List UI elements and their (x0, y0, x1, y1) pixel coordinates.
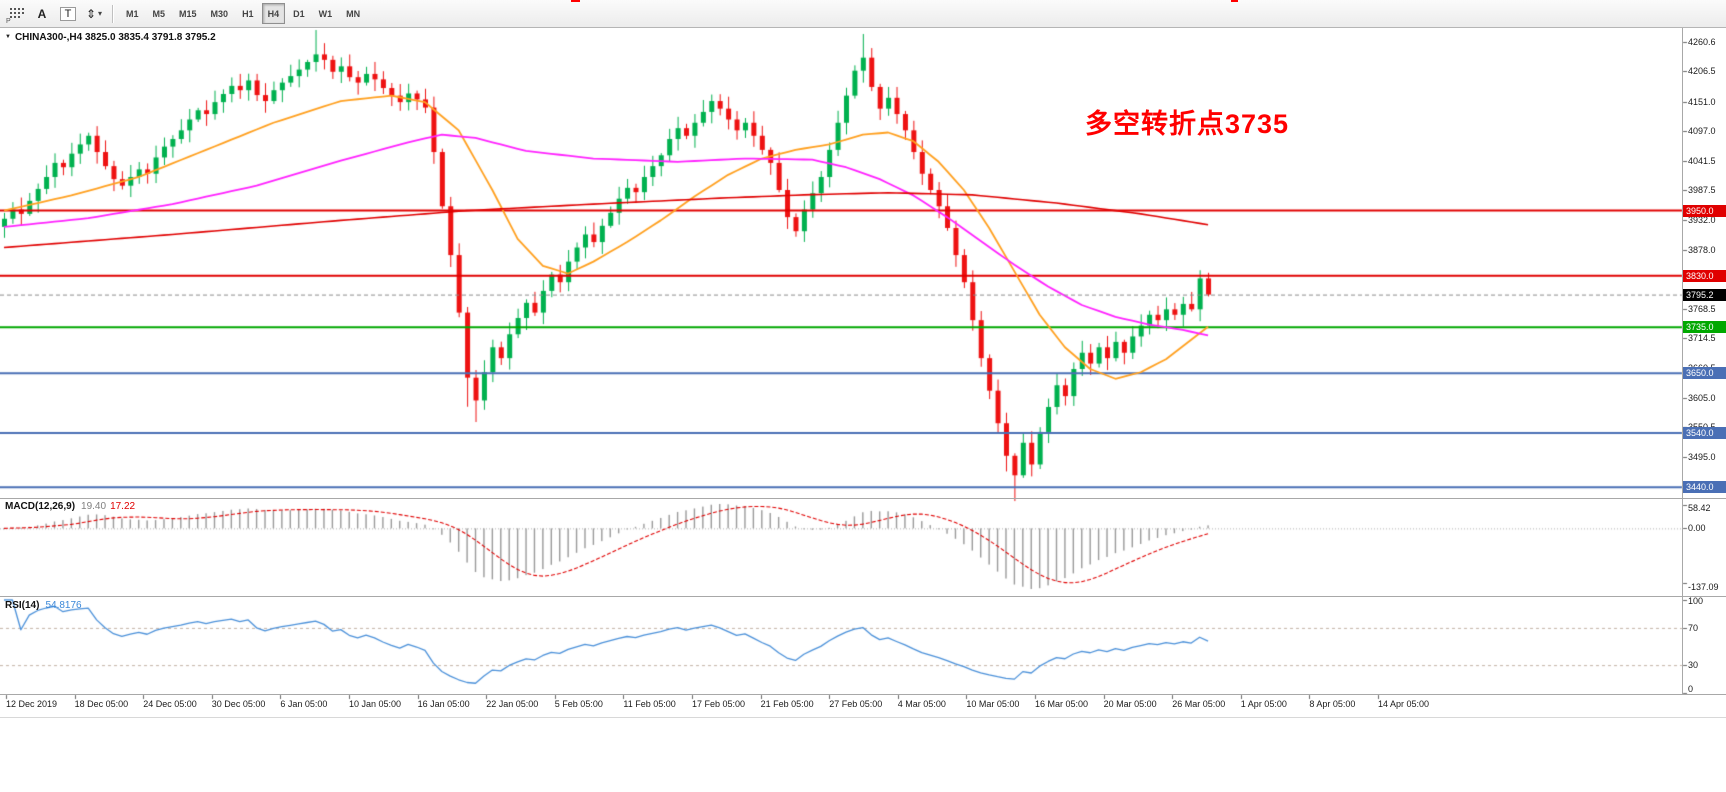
updown-arrows-icon: ⇕ (85, 6, 97, 21)
annotation-text[interactable]: 多空转折点3735 (1085, 109, 1290, 139)
ohlc-text: CHINA300-,H4 3825.0 3835.4 3791.8 3795.2 (14, 32, 216, 43)
time-axis-separator (0, 694, 1726, 695)
time-axis[interactable] (0, 695, 1683, 717)
panel-separator-rsi[interactable] (0, 596, 1726, 597)
dots-grid-icon (9, 8, 24, 18)
macd-name: MACD(12,26,9) (5, 501, 76, 512)
font-tool-button[interactable]: A (30, 2, 54, 26)
macd-value-signal: 17.22 (110, 501, 136, 512)
toolbar-separator (112, 4, 114, 23)
text-tool-label: T (59, 6, 77, 21)
timeframe-mn[interactable]: MN (346, 8, 361, 19)
price-axis-border (1682, 28, 1683, 695)
expand-triangle-icon[interactable]: ▼ (5, 34, 11, 40)
scale-tool-button[interactable]: ⇕ ▾ (82, 2, 106, 26)
patterns-sub-label: P (6, 17, 11, 25)
dropdown-caret-icon: ▾ (98, 9, 103, 18)
timeframe-w1[interactable]: W1 (318, 8, 333, 19)
timeframe-h1[interactable]: H1 (242, 8, 254, 19)
window-artifact (571, 0, 580, 2)
rsi-label: RSI(14) 54.8176 (5, 600, 82, 611)
chart-canvas[interactable] (0, 0, 1726, 720)
ohlc-readout: ▼ CHINA300-,H4 3825.0 3835.4 3791.8 3795.… (5, 32, 216, 43)
price-axis[interactable] (1683, 28, 1726, 695)
window-artifact (1231, 0, 1238, 2)
rsi-name: RSI(14) (5, 600, 40, 611)
timeframe-h4[interactable]: H4 (261, 3, 286, 24)
rsi-value: 54.8176 (45, 600, 82, 611)
patterns-button[interactable]: P (4, 2, 28, 26)
text-tool-button[interactable]: T (56, 2, 80, 26)
timeframe-m5[interactable]: M5 (152, 8, 166, 19)
timeframe-buttons: M1 M5 M15 M30 H1 H4 D1 W1 MN (119, 3, 367, 24)
timeframe-m30[interactable]: M30 (210, 8, 229, 19)
timeframe-m15[interactable]: M15 (179, 8, 197, 19)
timeframe-m1[interactable]: M1 (126, 8, 139, 19)
bottom-edge (0, 717, 1726, 718)
timeframe-d1[interactable]: D1 (293, 8, 305, 19)
panel-separator-macd[interactable] (0, 498, 1726, 499)
macd-value-main: 19.40 (81, 501, 107, 512)
macd-label: MACD(12,26,9) 19.40 17.22 (5, 501, 135, 512)
font-tool-label: A (37, 6, 47, 21)
toolbar: P A T ⇕ ▾ M1 M5 M15 M30 H1 H4 D1 W1 MN (0, 0, 1726, 28)
